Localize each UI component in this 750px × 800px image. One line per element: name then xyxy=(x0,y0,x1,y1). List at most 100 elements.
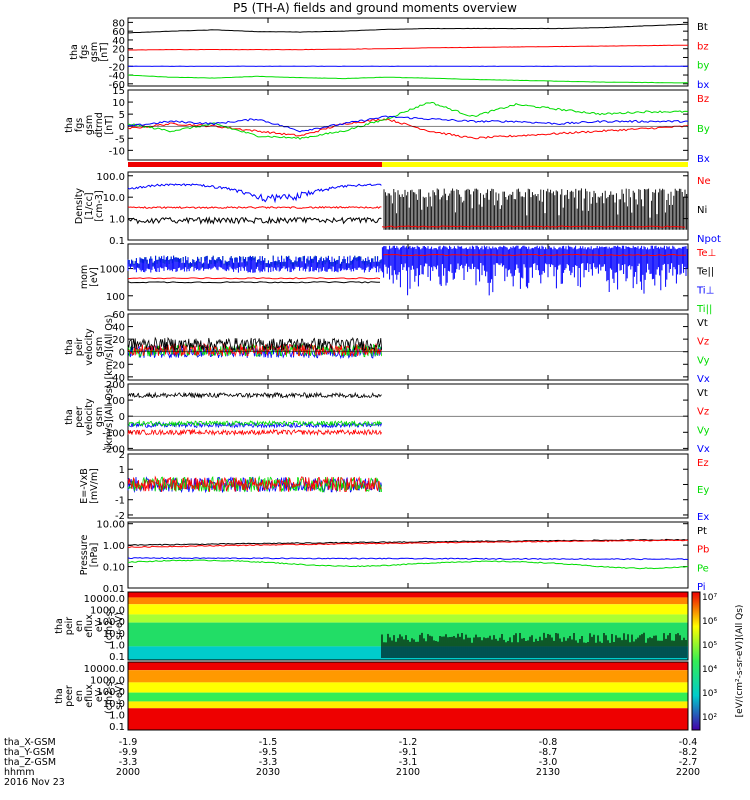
xaxis-value: -8.2 xyxy=(679,747,698,758)
ylabel-line: en xyxy=(74,620,85,632)
ylabel-line: [km/s](All Qs) xyxy=(104,385,115,450)
ylabel-line: eV xyxy=(94,619,105,632)
ytick-label: 1.0 xyxy=(109,640,125,651)
ytick-label: 1000.0 xyxy=(90,676,125,687)
legend-label-Bz: Bz xyxy=(697,94,709,105)
series-Ne xyxy=(127,205,382,210)
xaxis-value: -3.3 xyxy=(259,757,278,768)
legend-label-by: by xyxy=(697,61,709,72)
ylabel-line: mom xyxy=(79,265,90,289)
ytick-label: -200 xyxy=(102,444,125,455)
ylabel-line: velocity xyxy=(84,398,95,436)
legend-label-Vx: Vx xyxy=(697,374,710,385)
ytick-label: 40 xyxy=(112,36,125,47)
legend-label-By: By xyxy=(697,124,710,135)
spectrogram-band-3 xyxy=(128,614,688,623)
panel-ylabel-1: tha fgs gsm dtrnd [nT] xyxy=(64,112,115,138)
ylabel-line: tha xyxy=(64,339,75,355)
series-Bz xyxy=(127,118,689,140)
ylabel-line: eflux xyxy=(84,614,95,638)
xaxis-value: -1.9 xyxy=(119,737,138,748)
ytick-label: 2 xyxy=(119,450,125,461)
panel-frame-7 xyxy=(127,521,689,589)
series-Ni xyxy=(127,215,382,225)
spectrogram-band-0 xyxy=(128,592,688,598)
ytick-label: 10000.0 xyxy=(84,664,125,675)
ytick-label: -1 xyxy=(115,496,125,507)
spectrogram-frame xyxy=(127,591,689,661)
colorbar-tick: 10⁶ xyxy=(702,617,717,627)
xaxis-value: -9.1 xyxy=(399,747,418,758)
series-bz xyxy=(128,44,689,51)
ytick-label: 200 xyxy=(106,380,125,391)
ylabel-line: fgs xyxy=(79,45,90,59)
legend-label-Vy: Vy xyxy=(697,355,710,366)
colorbar-tick: 10² xyxy=(702,713,717,723)
series-Te⊥-after xyxy=(382,253,687,257)
ytick-label: 0.1 xyxy=(109,722,125,733)
ytick-label: 80 xyxy=(112,18,125,29)
mode-bar-fast xyxy=(382,162,688,167)
series-Bt xyxy=(128,23,689,34)
ytick-label: 100 xyxy=(106,292,125,303)
legend-label-Pe: Pe xyxy=(697,563,709,574)
xaxis-row-label: tha_Y-GSM xyxy=(4,747,54,758)
ylabel-line: en xyxy=(74,690,85,702)
legend-label-Vy: Vy xyxy=(697,425,710,436)
ylabel-line: [1/cc] xyxy=(84,192,95,219)
series-Vz xyxy=(127,428,382,437)
ylabel-line: sr-eV) xyxy=(114,612,125,640)
xaxis-value: -8.7 xyxy=(539,747,558,758)
series-Ne-after xyxy=(381,225,686,228)
ytick-label: 100.0 xyxy=(96,617,125,628)
plot-title: P5 (TH-A) fields and ground moments over… xyxy=(233,1,517,15)
xaxis-value: -1.2 xyxy=(399,737,418,748)
xaxis-row-label: tha_Z-GSM xyxy=(4,757,56,768)
ytick-label: 10 xyxy=(112,98,125,109)
legend-label-Bx: Bx xyxy=(697,154,710,165)
ytick-label: 1000 xyxy=(100,265,125,276)
ylabel-line: Pressure xyxy=(79,535,90,576)
ytick-label: 1 xyxy=(119,465,125,476)
ylabel-line: velocity xyxy=(84,328,95,366)
ytick-label: 1.0 xyxy=(109,215,125,226)
ylabel-line: peir xyxy=(64,617,75,636)
colorbar-tick: 10³ xyxy=(702,689,717,699)
legend-label-Pt: Pt xyxy=(697,526,707,537)
series-Te⊥ xyxy=(127,277,381,280)
panel-ylabel-0: tha fgs gsm [nT] xyxy=(69,42,110,62)
mode-bar-slow xyxy=(128,162,382,167)
legend-label-Ex: Ex xyxy=(697,512,709,523)
ylabel-line: peir xyxy=(74,338,85,357)
legend-label-Ez: Ez xyxy=(697,458,709,469)
colorbar-tick: 10⁵ xyxy=(702,641,717,651)
ylabel-line: tha xyxy=(69,44,80,60)
date-label: 2016 Nov 23 xyxy=(4,777,65,788)
series-Vt xyxy=(127,391,382,399)
legend-label-Te||: Te|| xyxy=(696,267,714,278)
ylabel-line: eV xyxy=(94,689,105,702)
ylabel-line: E=-VxB xyxy=(79,468,90,503)
spectrogram-band-2 xyxy=(128,604,688,615)
legend-label-Ni: Ni xyxy=(697,205,707,216)
spectrogram-band-1 xyxy=(128,670,688,683)
ytick-label: 5 xyxy=(119,110,125,121)
ytick-label: 20 xyxy=(112,45,125,56)
ytick-label: 20 xyxy=(112,335,125,346)
xaxis-value: -0.8 xyxy=(539,737,558,748)
ytick-label: -20 xyxy=(109,360,125,371)
colorbar-label: [eV/(cm²-s-sr-eV)](All Qs) xyxy=(735,605,745,718)
ytick-label: 10.0 xyxy=(103,699,125,710)
xaxis-row-label: hhmm xyxy=(4,767,35,778)
ylabel-line: [nT] xyxy=(99,42,110,61)
series-Pt xyxy=(127,538,689,547)
series-By xyxy=(127,101,689,140)
panel-ylabel-7: Pressure [nPa] xyxy=(79,535,100,576)
ytick-label: 100.0 xyxy=(96,687,125,698)
legend-label-Pi: Pi xyxy=(697,582,706,593)
ylabel-line: tha xyxy=(54,618,65,634)
ylabel-line: tha xyxy=(54,688,65,704)
spectrogram-frame xyxy=(127,661,689,731)
xaxis-value: 2100 xyxy=(396,767,420,778)
panel-frame-6 xyxy=(127,453,689,519)
